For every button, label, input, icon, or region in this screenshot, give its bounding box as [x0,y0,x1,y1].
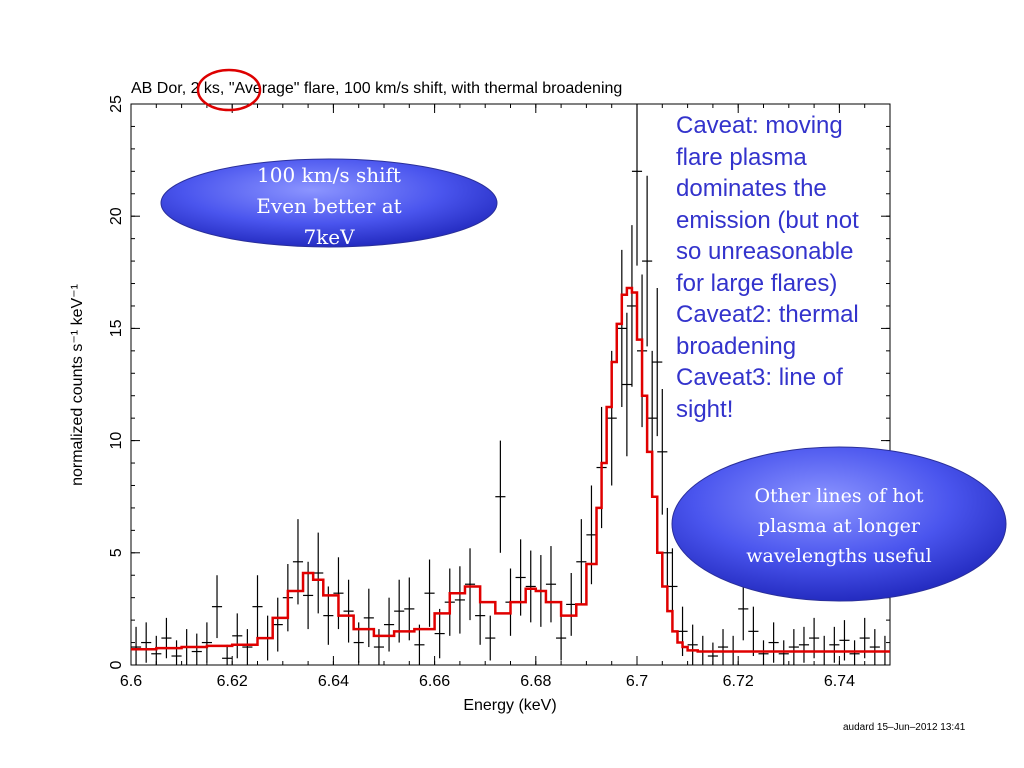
bubble-shift-line-2: Even better at [256,194,401,218]
data-point [545,546,557,623]
y-tick-label: 25 [108,95,125,113]
data-point [798,626,810,663]
axis-ticks: 6.6 6.62 6.64 6.66 6.68 6.7 6.72 6.74 0 5 10 15 20 25 [108,95,891,690]
data-point [131,626,142,665]
data-point [839,620,850,661]
data-point [454,566,465,634]
caveat-line: flare plasma [676,143,807,171]
data-point [556,615,567,661]
data-point [141,622,152,663]
data-point [232,613,243,659]
bubble-lines-line-3: wavelengths useful [746,545,932,567]
data-point [768,622,779,663]
chart-title: AB Dor, 2 ks, "Average" flare, 100 km/s … [131,80,622,97]
caveat-line: dominates the [676,175,827,202]
data-point [652,288,663,437]
caveat-line: Caveat2: thermal [676,301,859,328]
x-tick-label: 6.64 [318,673,349,690]
data-point [677,606,688,657]
y-tick-label: 0 [108,660,125,669]
bubble-lines-line-1: Other lines of hot [754,485,923,507]
x-tick-label: 6.62 [217,673,248,690]
data-point [829,626,840,663]
x-axis-label: Energy (keV) [463,697,556,714]
data-point [333,557,344,630]
y-tick-label: 5 [108,548,125,557]
data-point [738,577,749,641]
caveat-line: for large flares) [676,269,838,297]
caveat-line: sight! [676,395,734,423]
bubble-shift-line-1: 100 km/s shift [257,163,401,187]
data-points [131,104,890,665]
data-point [566,572,577,636]
data-point [394,579,405,643]
data-point [515,539,526,616]
y-tick-label: 20 [108,207,125,225]
data-point [242,629,253,665]
data-point [434,608,445,659]
data-point [313,532,324,614]
data-point [621,312,632,457]
data-point [414,624,425,665]
data-point [373,629,384,665]
data-point [272,597,283,652]
footer-timestamp: audard 15–Jun–2012 13:41 [843,722,966,733]
caveat-line: broadening [676,332,797,360]
x-tick-label: 6.6 [120,673,142,690]
bubble-shift-line-3: 7keV [303,225,355,249]
x-tick-label: 6.74 [824,673,855,690]
data-point [343,579,354,643]
data-point [485,615,496,661]
bubble-lines-note: Other lines of hot plasma at longer wave… [671,446,1007,602]
data-point [748,606,759,657]
data-point [657,388,668,515]
y-tick-label: 15 [108,319,125,337]
bubble-lines-line-2: plasma at longer [758,515,921,537]
data-point [171,640,182,665]
data-point [222,644,233,665]
data-point [707,642,718,665]
y-axis-label: normalized counts s⁻¹ keV⁻¹ [69,284,86,486]
data-point [252,575,263,639]
caveat-line: emission (but not [676,206,859,234]
data-point [662,507,673,598]
caveat-line: so unreasonable [676,238,854,265]
caveat-line: Caveat3: line of [676,364,843,391]
model-curve [131,286,890,653]
data-point [869,629,880,665]
data-point [576,519,587,605]
data-point [642,175,653,347]
bubble-shift-note: 100 km/s shift Even better at 7keV [160,158,498,249]
data-point [363,588,374,648]
data-point [191,633,202,665]
data-point [616,249,627,407]
data-point [464,548,476,621]
caveat-line: Caveat: moving [676,112,843,139]
x-tick-label: 6.7 [626,673,648,690]
highlight-circle [196,68,262,112]
data-point [687,624,698,665]
x-tick-label: 6.68 [520,673,551,690]
data-point [626,225,637,387]
data-point [161,617,172,659]
data-point [631,104,643,266]
data-point [788,629,799,665]
data-point [525,550,536,623]
caveat-note: Caveat: moving flare plasma dominates th… [676,110,906,425]
y-tick-label: 10 [108,432,125,450]
data-point [201,622,212,663]
x-tick-label: 6.66 [419,673,450,690]
data-point [384,597,395,652]
data-point [717,629,729,665]
data-point [404,577,415,641]
data-point [586,485,597,585]
data-point [211,575,223,639]
x-tick-label: 6.72 [723,673,754,690]
data-point [495,440,506,553]
data-point [424,559,435,627]
